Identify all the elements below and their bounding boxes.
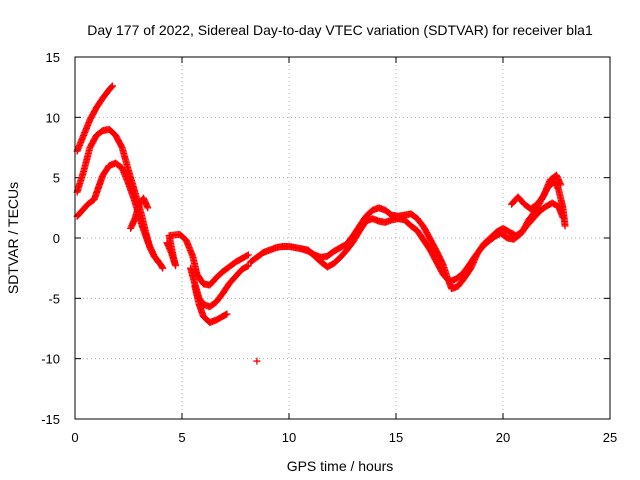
- series-track-e: [163, 230, 252, 289]
- x-tick-label: 5: [178, 430, 185, 445]
- data-point-marker: [244, 251, 252, 259]
- data-point-marker: [557, 181, 565, 189]
- data-points: [73, 82, 569, 365]
- x-axis-label: GPS time / hours: [287, 458, 394, 474]
- y-tick-label: -15: [41, 412, 60, 427]
- y-tick-label: 0: [53, 231, 60, 246]
- data-point-marker: [108, 83, 116, 91]
- x-tick-label: 0: [71, 430, 78, 445]
- chart-title: Day 177 of 2022, Sidereal Day-to-day VTE…: [87, 22, 593, 38]
- data-point-marker: [244, 262, 252, 270]
- x-tick-label: 10: [282, 430, 296, 445]
- series-track-c: [73, 159, 167, 272]
- y-tick-label: -5: [48, 291, 60, 306]
- data-point-marker: [144, 204, 152, 212]
- data-point-marker: [108, 82, 116, 90]
- y-tick-label: 15: [46, 50, 60, 65]
- data-point-marker: [159, 264, 167, 272]
- data-point-marker: [253, 357, 261, 365]
- axis-ticks: 0 5 10 15 20 25 -15 -10 -5 0 5 10 15: [41, 50, 617, 445]
- series-track-a: [73, 82, 116, 155]
- y-tick-label: -10: [41, 352, 60, 367]
- x-tick-label: 20: [496, 430, 510, 445]
- data-point-marker: [243, 262, 251, 270]
- series-track-g: [191, 282, 231, 326]
- series-outlier: [253, 357, 261, 365]
- y-tick-label: 5: [53, 171, 60, 186]
- y-tick-label: 10: [46, 110, 60, 125]
- data-point-marker: [559, 213, 567, 221]
- grid: [75, 57, 610, 419]
- series-track-d: [127, 194, 152, 232]
- data-point-marker: [243, 252, 251, 260]
- x-tick-label: 25: [603, 430, 617, 445]
- data-point-marker: [223, 310, 231, 318]
- data-point-marker: [158, 263, 166, 271]
- x-tick-label: 15: [389, 430, 403, 445]
- plot-frame: [74, 56, 611, 420]
- y-axis-label: SDTVAR / TECUs: [5, 182, 21, 294]
- series-track-i: [298, 199, 567, 285]
- series-track-j: [508, 171, 565, 213]
- data-point-marker: [561, 222, 569, 230]
